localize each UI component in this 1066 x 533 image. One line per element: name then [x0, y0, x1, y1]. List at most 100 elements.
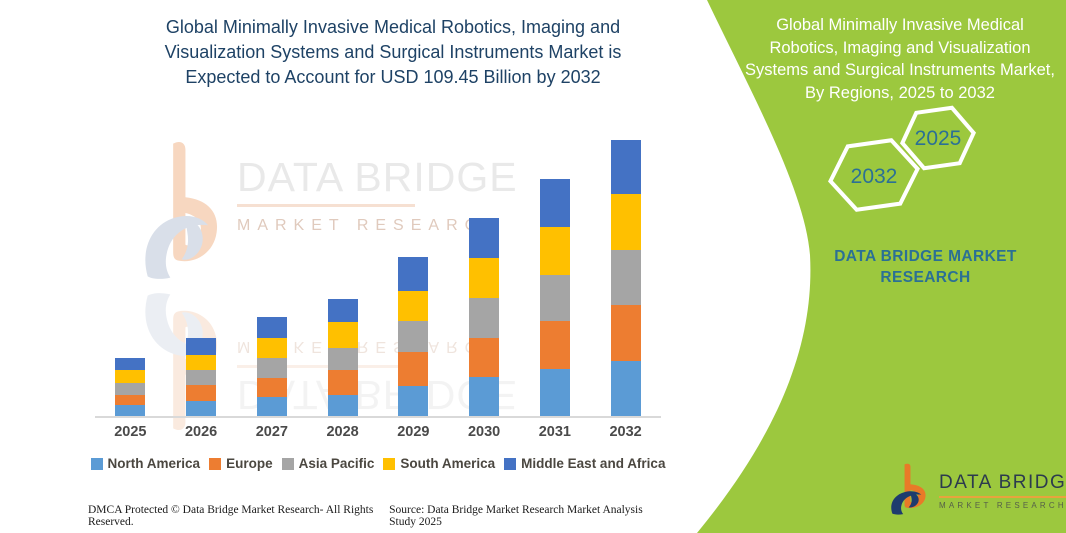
legend-label: South America [400, 456, 496, 471]
bar-segment [256, 317, 287, 339]
bar-segment [398, 257, 429, 291]
x-axis-labels: 2025 2026 2027 2028 2029 2030 2031 2032 [95, 424, 661, 440]
panel-title: Global Minimally Invasive Medical Roboti… [745, 16, 1055, 102]
bar-segment [469, 257, 500, 299]
stacked-bar-2031 [539, 179, 570, 416]
bar-segment [539, 274, 570, 322]
bar-segment [610, 139, 641, 195]
bar-segment [539, 179, 570, 227]
bar-segment [610, 250, 641, 305]
bar-segment [115, 405, 146, 416]
x-tick-label: 2025 [114, 424, 147, 440]
legend-label: Middle East and Africa [521, 456, 666, 471]
stacked-bar-2028 [327, 298, 358, 416]
hexagon-2032 [828, 138, 920, 212]
logo-sub-text: MARKET RESEARCH [939, 501, 1066, 510]
legend-item: South America [383, 456, 495, 471]
legend-swatch-icon [504, 457, 517, 470]
legend-label: Europe [226, 456, 273, 471]
bar-slot-2028 [307, 138, 378, 416]
bar-segment [115, 383, 146, 395]
footer: DMCA Protected © Data Bridge Market Rese… [88, 504, 668, 528]
legend-swatch-icon [90, 457, 103, 470]
x-tick-label: 2030 [467, 424, 501, 440]
hexagon-2025 [899, 105, 977, 171]
bar-segment [610, 360, 641, 416]
bar-segment [539, 368, 570, 416]
bar-slot-2026 [166, 138, 237, 416]
logo-brand-text: DATA BRIDGE [939, 472, 1066, 493]
bar-segment [469, 218, 500, 258]
bar-segment [610, 194, 641, 251]
bar-segment [327, 321, 358, 349]
bar-slot-2032 [590, 138, 661, 416]
stacked-bar-2027 [256, 317, 287, 416]
dbmr-caption: DATA BRIDGE MARKET RESEARCH [834, 248, 1017, 286]
bar-segment [327, 298, 358, 322]
hexagon-badges: 2032 2025 [828, 105, 977, 212]
watermark-brand-text: DATA BRIDGE [237, 154, 518, 200]
legend-label: Asia Pacific [298, 456, 375, 471]
x-tick-label: 2032 [609, 424, 642, 440]
bar-segment [256, 338, 287, 359]
bar-segment [186, 384, 217, 402]
legend-item: Europe [209, 456, 273, 471]
x-tick-label: 2027 [255, 424, 288, 440]
logo-rule [939, 496, 1066, 498]
x-tick-label: 2026 [184, 424, 218, 440]
dbmr-logo: DATA BRIDGE MARKET RESEARCH [888, 463, 1066, 515]
legend-item: North America [90, 456, 200, 471]
hexagon-2032-label: 2032 [851, 165, 898, 188]
x-tick-label: 2029 [397, 424, 430, 440]
stacked-bar-2026 [186, 337, 217, 416]
bar-segment [186, 369, 217, 385]
legend-swatch-icon [383, 457, 396, 470]
watermark-sub-text: MARKET RESEARCH [237, 217, 502, 234]
footer-source-text: Source: Data Bridge Market Research Mark… [389, 504, 643, 528]
bar-segment [115, 394, 146, 406]
bar-segment [327, 348, 358, 370]
stacked-bar-2032 [610, 139, 641, 416]
bar-segment [539, 321, 570, 369]
bar-segment [115, 358, 146, 370]
bar-segment [327, 369, 358, 395]
legend-swatch-icon [281, 457, 294, 470]
bar-segment [539, 226, 570, 275]
bar-segment [398, 321, 429, 352]
bar-slot-2029 [378, 138, 449, 416]
chart-legend: North America Europe Asia Pacific South Ame… [85, 456, 671, 471]
legend-swatch-icon [209, 457, 222, 470]
bar-segment [398, 386, 429, 416]
bar-segment [186, 401, 217, 416]
bar-segment [398, 351, 429, 387]
bar-segment [327, 394, 358, 416]
bar-segment [186, 337, 217, 355]
stacked-bar-2029 [398, 257, 429, 416]
bar-segment [256, 378, 287, 398]
x-tick-label: 2028 [326, 424, 359, 440]
x-tick-label: 2031 [538, 424, 571, 440]
bar-segment [115, 369, 146, 384]
stacked-bar-2025 [115, 358, 146, 416]
dbmr-logo-icon [891, 463, 926, 515]
bar-segment [610, 304, 641, 361]
bar-segment [256, 397, 287, 416]
bar-slot-2025 [95, 138, 166, 416]
chart-title: Global Minimally Invasive Medical Roboti… [164, 17, 622, 87]
watermark: DATA BRIDGE MARKET RESEARCH [142, 140, 518, 280]
bar-segment [186, 354, 217, 370]
bar-segment [469, 338, 500, 378]
stacked-bar-2030 [469, 218, 500, 416]
plot-area [95, 138, 661, 418]
bar-slot-2031 [520, 138, 591, 416]
bar-segment [398, 290, 429, 322]
watermark-rule [237, 204, 415, 207]
bar-slot-2030 [449, 138, 520, 416]
footer-dmca-text: DMCA Protected © Data Bridge Market Rese… [88, 504, 374, 528]
bar-slot-2027 [237, 138, 308, 416]
hexagon-2025-label: 2025 [915, 127, 962, 150]
bar-segment [256, 358, 287, 379]
legend-item: Middle East and Africa [504, 456, 665, 471]
bar-segment [469, 377, 500, 416]
